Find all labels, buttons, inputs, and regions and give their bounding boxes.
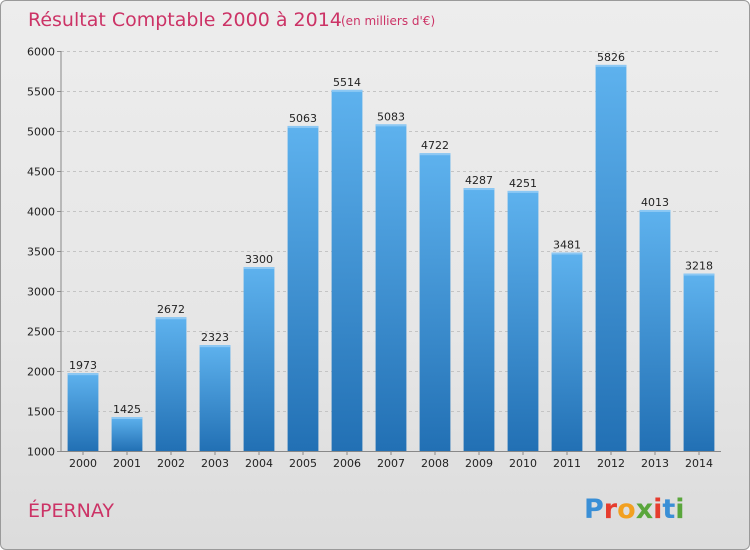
bar-2011 <box>551 252 583 451</box>
location-label: ÉPERNAY <box>28 499 114 522</box>
value-label-2011: 3481 <box>553 239 581 252</box>
bar-2008 <box>419 153 451 452</box>
y-tick-label: 5500 <box>27 86 55 99</box>
x-tick-label: 2004 <box>245 457 273 470</box>
logo-letter: o <box>617 494 636 525</box>
x-axis: 2000 2001 2002 2003 2004 2005 2006 2007 2008 2009… <box>69 451 713 470</box>
value-label-2013: 4013 <box>641 196 669 209</box>
bar-2001 <box>111 417 143 451</box>
x-tick-label: 2013 <box>641 457 669 470</box>
x-tick-label: 2003 <box>201 457 229 470</box>
bar-2009 <box>463 188 495 452</box>
bar-top-highlight <box>639 209 671 212</box>
y-tick-label: 3500 <box>27 246 55 259</box>
value-label-2005: 5063 <box>289 112 317 125</box>
value-label-2014: 3218 <box>685 260 713 273</box>
bar-top-highlight <box>243 267 275 269</box>
x-tick-label: 2014 <box>685 457 713 470</box>
value-label-2006: 5514 <box>333 76 361 89</box>
bar-2002 <box>155 317 187 451</box>
bars <box>67 64 715 452</box>
value-label-2009: 4287 <box>465 174 493 187</box>
value-label-2000: 1973 <box>69 359 97 372</box>
value-label-2001: 1425 <box>113 403 141 416</box>
bar-2007 <box>375 124 407 452</box>
logo-letter: t <box>662 494 675 525</box>
bar-top-highlight <box>67 373 99 376</box>
chart-subtitle: (en milliers d'€) <box>341 14 435 28</box>
x-tick-label: 2007 <box>377 457 405 470</box>
bar-2014 <box>683 273 715 451</box>
value-label-2003: 2323 <box>201 331 229 344</box>
bar-2012 <box>595 64 627 452</box>
x-tick-label: 2001 <box>113 457 141 470</box>
bar-2004 <box>243 267 275 451</box>
y-tick-label: 4000 <box>27 206 55 219</box>
y-axis: 1000 1500 2000 2500 3000 3500 4000 4500 5000 5500… <box>27 46 61 459</box>
bar-2005 <box>287 125 319 452</box>
x-tick-label: 2005 <box>289 457 317 470</box>
value-labels: 1973 1425 2672 2323 3300 5063 5514 5083 4722 4287… <box>69 51 713 416</box>
logo-letter: x <box>636 494 653 525</box>
y-tick-label: 2000 <box>27 366 55 379</box>
x-tick-label: 2002 <box>157 457 185 470</box>
proxiti-logo: Proxiti <box>584 494 685 525</box>
y-tick-label: 5000 <box>27 126 55 139</box>
value-label-2008: 4722 <box>421 139 449 152</box>
y-tick-label: 1500 <box>27 406 55 419</box>
x-tick-label: 2000 <box>69 457 97 470</box>
bar-2003 <box>199 345 231 451</box>
x-tick-label: 2011 <box>553 457 581 470</box>
bar-top-highlight <box>463 188 495 191</box>
logo-letter: i <box>653 494 662 525</box>
bar-top-highlight <box>507 190 539 193</box>
x-tick-label: 2012 <box>597 457 625 470</box>
bar-top-highlight <box>199 345 231 348</box>
y-tick-label: 4500 <box>27 166 55 179</box>
y-tick-label: 1000 <box>27 446 55 459</box>
value-label-2007: 5083 <box>377 110 405 123</box>
x-tick-label: 2009 <box>465 457 493 470</box>
bar-top-highlight <box>683 273 715 276</box>
y-tick-label: 6000 <box>27 46 55 59</box>
logo-letter: P <box>584 494 604 525</box>
bar-top-highlight <box>551 252 583 255</box>
bar-top-highlight <box>155 317 187 320</box>
y-tick-label: 2500 <box>27 326 55 339</box>
chart-title: Résultat Comptable 2000 à 2014 <box>28 9 342 31</box>
logo-letter: r <box>604 494 618 525</box>
bar-2013 <box>639 209 671 451</box>
bar-top-highlight <box>595 64 627 67</box>
bar-top-highlight <box>375 124 407 127</box>
bar-top-highlight <box>419 153 451 156</box>
value-label-2004: 3300 <box>245 253 273 266</box>
bar-2006 <box>331 89 363 451</box>
bar-top-highlight <box>331 89 363 92</box>
bar-2010 <box>507 190 539 452</box>
bar-2000 <box>67 373 99 451</box>
value-label-2010: 4251 <box>509 177 537 190</box>
logo-letter: i <box>675 494 684 525</box>
bar-top-highlight <box>287 125 319 128</box>
value-label-2002: 2672 <box>157 303 185 316</box>
value-label-2012: 5826 <box>597 51 625 64</box>
y-tick-label: 3000 <box>27 286 55 299</box>
x-tick-label: 2010 <box>509 457 537 470</box>
bar-top-highlight <box>111 417 143 419</box>
x-tick-label: 2008 <box>421 457 449 470</box>
x-tick-label: 2006 <box>333 457 361 470</box>
